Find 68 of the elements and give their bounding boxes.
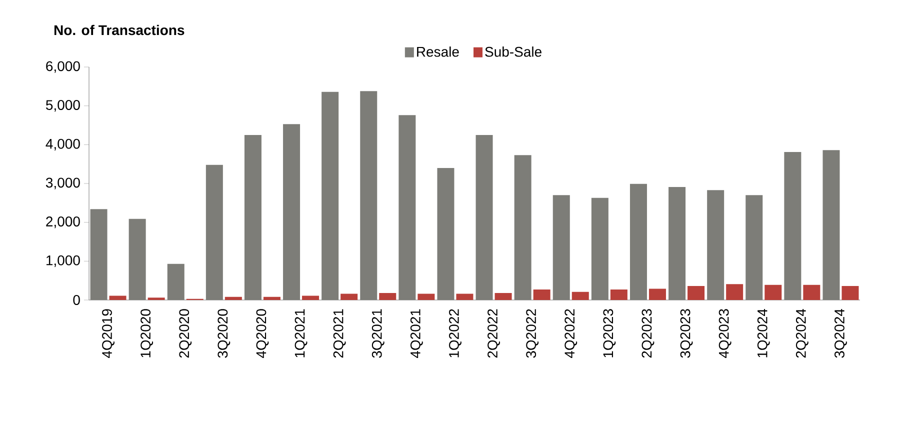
x-tick-label: 4Q2022 <box>564 309 578 358</box>
bar <box>224 296 242 300</box>
bar <box>360 91 378 300</box>
bar <box>842 286 859 300</box>
y-tick-label: 5,000 <box>46 100 80 112</box>
x-tick-label: 3Q2023 <box>680 309 693 358</box>
bar <box>206 164 223 300</box>
x-tick-label: 2Q2023 <box>642 309 654 358</box>
bar <box>244 134 262 300</box>
x-tick-label: 3Q2022 <box>526 309 539 358</box>
x-tick-label: 1Q2020 <box>140 309 154 358</box>
bar <box>340 294 358 300</box>
bar <box>109 296 126 300</box>
x-tick-label: 2Q2021 <box>333 309 346 358</box>
x-tick-label: 1Q2021 <box>294 309 308 358</box>
x-tick-label: 3Q2021 <box>372 309 384 358</box>
x-tick-label: 4Q2020 <box>256 309 269 358</box>
x-tick-label: 2Q2020 <box>179 309 192 358</box>
bar <box>610 290 628 300</box>
bar <box>456 294 474 300</box>
chart-title: No. of Transactions <box>54 24 184 36</box>
bar <box>302 296 320 300</box>
y-tick-label: 0 <box>73 295 80 305</box>
bar <box>476 134 493 300</box>
bar <box>494 293 512 300</box>
y-tick-label: 3,000 <box>46 178 80 190</box>
bar <box>591 198 608 300</box>
bar <box>552 195 570 300</box>
bar <box>803 284 820 300</box>
bar <box>90 209 108 300</box>
y-tick-label: 6,000 <box>46 61 80 73</box>
bar <box>514 155 532 300</box>
bar <box>822 150 840 300</box>
bar <box>379 293 396 300</box>
bar <box>668 187 686 300</box>
bar <box>418 294 435 300</box>
bar <box>263 296 280 300</box>
x-tick-label: 1Q2022 <box>449 309 462 358</box>
x-tick-label: 4Q2021 <box>410 309 423 358</box>
x-tick-label: 2Q2024 <box>796 308 808 358</box>
bar <box>764 284 782 300</box>
legend-label: Resale <box>417 46 459 57</box>
bar <box>398 115 416 300</box>
x-tick-label: 4Q2023 <box>718 309 732 358</box>
bar <box>128 218 146 300</box>
y-tick-label: 1,000 <box>46 255 80 267</box>
y-tick-label: 2,000 <box>46 216 80 228</box>
bar <box>283 124 300 300</box>
bar <box>648 288 666 300</box>
bar <box>572 292 589 300</box>
x-tick-label: 1Q2024 <box>757 308 770 358</box>
x-tick-label: 1Q2023 <box>603 309 616 358</box>
bar <box>746 195 763 300</box>
bar <box>688 286 705 300</box>
x-tick-label: 3Q2020 <box>218 309 230 358</box>
bar <box>630 184 647 300</box>
bar <box>167 264 184 300</box>
x-tick-label: 2Q2022 <box>488 309 500 358</box>
bar <box>533 290 550 300</box>
x-tick-label: 3Q2024 <box>834 308 847 358</box>
bar <box>322 92 339 300</box>
bar <box>707 190 724 300</box>
x-tick-label: 4Q2019 <box>102 309 114 358</box>
legend-label: Sub-Sale <box>485 46 542 57</box>
bar <box>784 152 802 300</box>
bar <box>726 284 744 300</box>
y-tick-label: 4,000 <box>46 138 80 150</box>
bar <box>437 168 454 300</box>
